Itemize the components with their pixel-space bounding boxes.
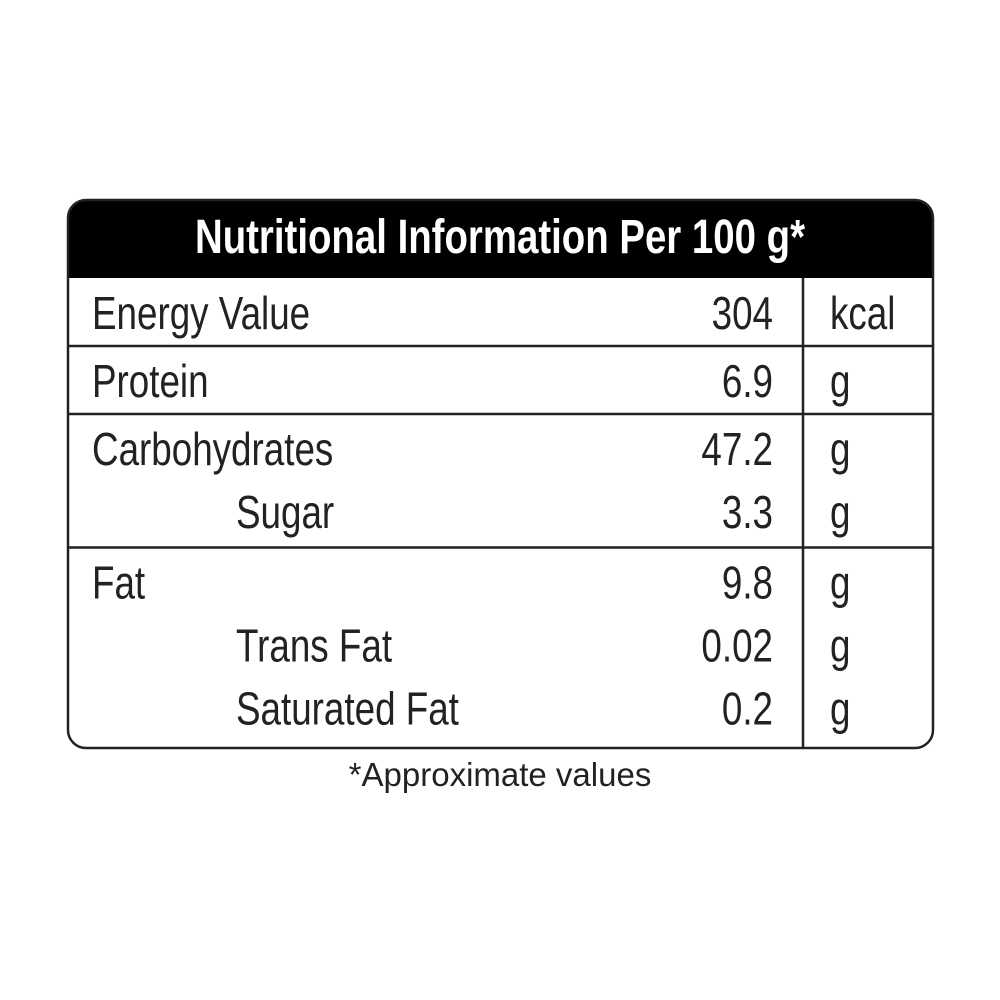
nutrient-value: 3.3 xyxy=(722,486,773,538)
nutrient-label: Energy Value xyxy=(92,287,310,339)
footnote: *Approximate values xyxy=(349,756,652,793)
nutrient-value: 304 xyxy=(712,287,773,339)
table-title: Nutritional Information Per 100 g* xyxy=(195,211,805,264)
nutrient-unit: kcal xyxy=(830,287,895,339)
nutrient-unit: g xyxy=(830,355,850,407)
table-border xyxy=(66,198,935,750)
nutrient-unit: g xyxy=(830,620,850,672)
header-band xyxy=(68,200,933,278)
sub-nutrient-label: Trans Fat xyxy=(236,620,392,672)
nutrient-label: Protein xyxy=(92,355,209,407)
nutrient-unit: g xyxy=(830,683,850,735)
nutrient-value: 0.2 xyxy=(722,683,773,735)
nutrient-value: 0.02 xyxy=(701,620,773,672)
nutrient-unit: g xyxy=(830,557,850,609)
nutrient-value: 47.2 xyxy=(701,423,773,475)
nutrient-value: 9.8 xyxy=(722,557,773,609)
nutrient-unit: g xyxy=(830,423,850,475)
sub-nutrient-label: Sugar xyxy=(236,486,334,538)
nutrient-unit: g xyxy=(830,486,850,538)
nutrient-label: Carbohydrates xyxy=(92,423,333,475)
nutrient-label: Fat xyxy=(92,557,146,609)
nutrient-value: 6.9 xyxy=(722,355,773,407)
sub-nutrient-label: Saturated Fat xyxy=(236,683,459,735)
